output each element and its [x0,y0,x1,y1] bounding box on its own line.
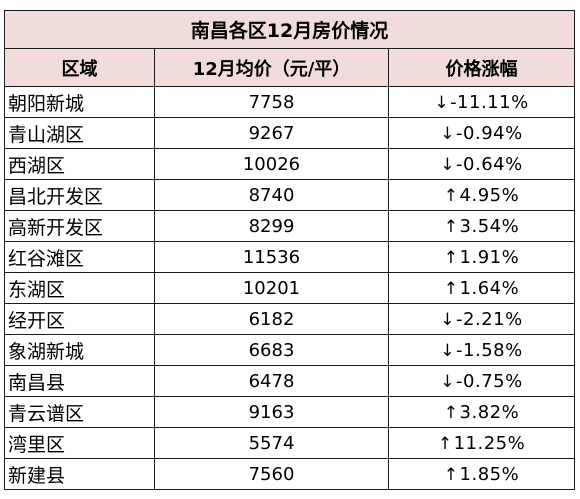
header-price[interactable]: 12月均价（元/平） [154,48,389,87]
change-cell[interactable]: ↑1.91% [387,241,576,273]
change-value: 1.85% [459,463,520,485]
change-value: 1.91% [459,246,520,268]
table-header-row: 区域 12月均价（元/平） 价格涨幅 [4,48,576,87]
district-cell[interactable]: 南昌县 [4,365,155,397]
change-value: 3.82% [459,401,520,423]
district-cell[interactable]: 经开区 [4,303,155,335]
table-row: 朝阳新城 7758 ↓-11.11% [4,86,576,118]
district-cell[interactable]: 西湖区 [4,148,155,180]
table-row: 经开区 6182 ↓-2.21% [4,303,576,335]
arrow-up-icon: ↑ [443,464,459,485]
table-row: 红谷滩区 11536 ↑1.91% [4,241,576,273]
district-cell[interactable]: 高新开发区 [4,210,155,242]
arrow-up-icon: ↑ [443,216,459,237]
price-cell[interactable]: 9163 [154,396,389,428]
arrow-down-icon: ↓ [440,154,456,175]
change-cell[interactable]: ↑1.64% [387,272,576,304]
table-row: 西湖区 10026 ↓-0.64% [4,148,576,180]
table-row: 青云谱区 9163 ↑3.82% [4,396,576,428]
change-cell[interactable]: ↓-2.21% [387,303,576,335]
table-row: 象湖新城 6683 ↓-1.58% [4,334,576,366]
table-row: 新建县 7560 ↑1.85% [4,458,576,490]
price-cell[interactable]: 10026 [154,148,389,180]
table-row: 湾里区 5574 ↑11.25% [4,427,576,459]
arrow-up-icon: ↑ [443,402,459,423]
price-cell[interactable]: 6478 [154,365,389,397]
change-value: -1.58% [456,339,523,361]
arrow-up-icon: ↑ [443,278,459,299]
change-value: -11.11% [450,91,529,113]
arrow-down-icon: ↓ [440,340,456,361]
change-cell[interactable]: ↓-0.64% [387,148,576,180]
change-cell[interactable]: ↑4.95% [387,179,576,211]
arrow-down-icon: ↓ [440,123,456,144]
district-cell[interactable]: 新建县 [4,458,155,490]
table-row: 南昌县 6478 ↓-0.75% [4,365,576,397]
change-cell[interactable]: ↑3.54% [387,210,576,242]
header-district[interactable]: 区域 [4,48,155,87]
table-row: 青山湖区 9267 ↓-0.94% [4,117,576,149]
table-title[interactable]: 南昌各区12月房价情况 [3,10,576,49]
table-body: 朝阳新城 7758 ↓-11.11% 青山湖区 9267 ↓-0.94% 西湖区 10026 ↓… [4,86,576,490]
district-cell[interactable]: 青山湖区 [4,117,155,149]
price-cell[interactable]: 7758 [154,86,389,118]
price-cell[interactable]: 10201 [154,272,389,304]
price-cell[interactable]: 6182 [154,303,389,335]
change-value: 1.64% [459,277,520,299]
district-cell[interactable]: 湾里区 [4,427,155,459]
district-cell[interactable]: 红谷滩区 [4,241,155,273]
table-row: 东湖区 10201 ↑1.64% [4,272,576,304]
table-row: 昌北开发区 8740 ↑4.95% [4,179,576,211]
change-cell[interactable]: ↓-0.75% [387,365,576,397]
change-value: 3.54% [459,215,520,237]
change-value: -2.21% [456,308,523,330]
table-row: 高新开发区 8299 ↑3.54% [4,210,576,242]
change-cell[interactable]: ↑11.25% [387,427,576,459]
price-cell[interactable]: 8299 [154,210,389,242]
price-cell[interactable]: 8740 [154,179,389,211]
arrow-up-icon: ↑ [443,247,459,268]
price-cell[interactable]: 6683 [154,334,389,366]
district-cell[interactable]: 青云谱区 [4,396,155,428]
price-cell[interactable]: 5574 [154,427,389,459]
table-title-row: 南昌各区12月房价情况 [3,10,576,49]
change-cell[interactable]: ↓-0.94% [387,117,576,149]
housing-price-table: 南昌各区12月房价情况 区域 12月均价（元/平） 价格涨幅 朝阳新城 7758 ↓… [3,10,576,490]
arrow-up-icon: ↑ [437,433,453,454]
arrow-down-icon: ↓ [440,371,456,392]
change-cell[interactable]: ↓-11.11% [387,86,576,118]
change-cell[interactable]: ↑1.85% [387,458,576,490]
header-change[interactable]: 价格涨幅 [387,48,576,87]
arrow-down-icon: ↓ [440,309,456,330]
change-value: -0.75% [456,370,523,392]
arrow-down-icon: ↓ [434,92,450,113]
district-cell[interactable]: 昌北开发区 [4,179,155,211]
change-value: 11.25% [453,432,526,454]
change-value: 4.95% [459,184,520,206]
change-cell[interactable]: ↑3.82% [387,396,576,428]
district-cell[interactable]: 朝阳新城 [4,86,155,118]
price-cell[interactable]: 11536 [154,241,389,273]
change-value: -0.94% [456,122,523,144]
price-cell[interactable]: 9267 [154,117,389,149]
change-cell[interactable]: ↓-1.58% [387,334,576,366]
district-cell[interactable]: 象湖新城 [4,334,155,366]
district-cell[interactable]: 东湖区 [4,272,155,304]
arrow-up-icon: ↑ [443,185,459,206]
price-cell[interactable]: 7560 [154,458,389,490]
change-value: -0.64% [456,153,523,175]
